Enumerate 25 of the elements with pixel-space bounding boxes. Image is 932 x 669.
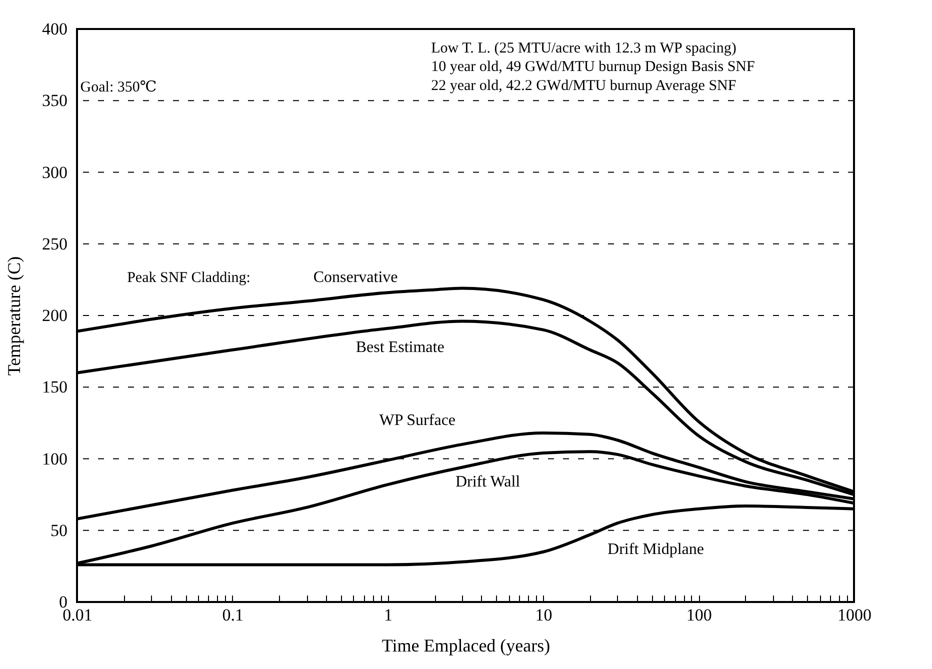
series-label: Conservative [313, 268, 398, 286]
series-label: WP Surface [379, 412, 456, 430]
series-label: Best Estimate [356, 339, 444, 356]
annotation: Goal: 350℃ [80, 79, 157, 96]
x-tick-label: 0.1 [222, 606, 244, 624]
series-label: Drift Wall [455, 474, 521, 491]
x-tick-label: 1 [384, 606, 393, 624]
annotation: 10 year old, 49 GWd/MTU burnup Design Basis SNF [431, 59, 755, 76]
y-axis-title: Temperature (C) [4, 256, 24, 376]
annotation: 22 year old, 42.2 GWd/MTU burnup Average SNF [431, 78, 736, 94]
y-tick-label: 100 [42, 449, 68, 468]
x-tick-label: 10 [535, 606, 552, 624]
annotation: Low T. L. (25 MTU/acre with 12.3 m WP spacing) [431, 40, 736, 57]
y-tick-label: 250 [42, 234, 68, 254]
y-tick-label: 50 [50, 520, 68, 540]
x-tick-label: 1000 [838, 606, 872, 624]
x-tick-label: 100 [686, 606, 712, 624]
y-tick-label: 300 [42, 162, 68, 182]
y-tick-label: 200 [42, 306, 68, 325]
y-tick-label: 350 [42, 91, 68, 110]
series-label: Drift Midplane [608, 540, 704, 558]
annotation: Peak SNF Cladding: [127, 270, 250, 286]
y-tick-label: 150 [42, 378, 68, 397]
y-tick-label: 400 [42, 20, 68, 38]
x-axis-title: Time Emplaced (years) [382, 636, 550, 656]
